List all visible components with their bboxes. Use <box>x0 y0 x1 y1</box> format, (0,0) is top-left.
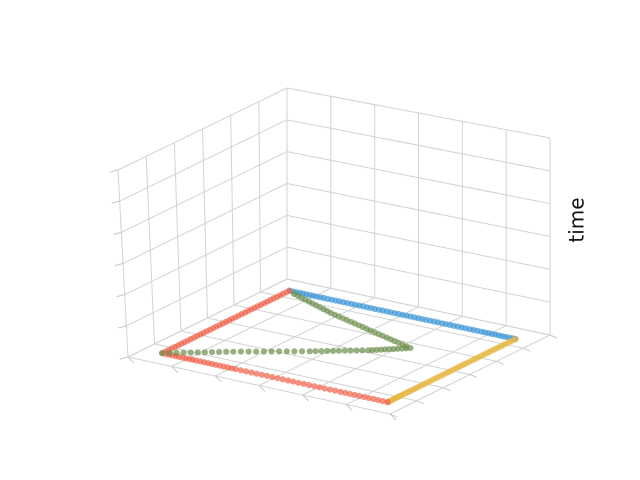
data-point <box>316 384 323 391</box>
left-wall-gridline <box>117 87 288 171</box>
y-axis-tick <box>549 334 558 339</box>
x-axis-tick <box>171 366 179 373</box>
data-point <box>356 392 363 400</box>
z-axis-tick <box>118 325 127 329</box>
data-point <box>353 347 360 354</box>
x-axis-tick <box>302 394 310 402</box>
axes-grid <box>117 87 551 415</box>
data-point <box>291 290 298 298</box>
x-axis-tick <box>127 356 135 364</box>
floor-gridline <box>346 325 507 405</box>
data-point <box>312 348 319 355</box>
z-axis-tick <box>111 200 120 204</box>
data-point <box>276 348 283 355</box>
data-point <box>330 347 337 354</box>
data-point <box>260 348 267 355</box>
data-point <box>335 347 342 354</box>
z-axis-tick <box>113 231 122 235</box>
z-axis-label: time <box>565 197 589 242</box>
data-point <box>237 348 244 355</box>
data-point <box>243 368 250 375</box>
data-point <box>365 394 372 402</box>
data-point <box>187 349 194 356</box>
data-point <box>384 399 391 406</box>
data-point <box>286 287 293 294</box>
data-point <box>318 348 325 355</box>
z-axis-tick <box>109 169 119 173</box>
floor-gridline <box>207 317 471 375</box>
data-point <box>173 349 180 356</box>
data-point <box>268 348 275 355</box>
data-point <box>253 348 260 355</box>
data-points <box>159 287 519 406</box>
data-point <box>346 390 353 397</box>
data-point <box>269 374 276 381</box>
left-wall-gridline <box>119 119 288 202</box>
z-axis-tick <box>119 356 129 360</box>
floor-gridline <box>302 315 463 396</box>
data-point <box>370 395 377 403</box>
data-point <box>332 387 339 394</box>
data-point <box>291 348 298 355</box>
data-point <box>341 347 348 354</box>
y-axis-tick <box>416 400 424 405</box>
data-point <box>253 370 260 377</box>
data-point <box>290 378 297 385</box>
y-axis-tick <box>469 374 478 378</box>
data-point <box>347 347 354 354</box>
data-point <box>223 348 230 355</box>
data-point <box>166 349 173 357</box>
y-axis-tick <box>443 387 451 392</box>
data-point <box>300 380 307 387</box>
data-point <box>379 398 386 405</box>
data-point <box>274 375 281 382</box>
data-point <box>361 393 368 401</box>
x-axis-tick <box>214 375 222 383</box>
data-point <box>159 350 166 357</box>
data-point <box>337 388 344 395</box>
data-point <box>306 348 313 355</box>
data-point <box>201 349 208 356</box>
data-point <box>194 349 201 356</box>
data-point <box>245 348 252 355</box>
data-point <box>298 348 306 355</box>
x-axis-tick <box>345 404 353 411</box>
data-point <box>295 379 302 386</box>
right-wall-gridline <box>286 119 551 172</box>
data-point <box>375 397 382 404</box>
data-point <box>311 383 318 390</box>
data-point <box>258 371 265 378</box>
z-axis-tick <box>116 294 125 298</box>
data-point <box>264 372 271 379</box>
data-point <box>359 347 366 354</box>
data-point <box>248 369 255 376</box>
data-point <box>283 348 290 355</box>
y-axis-tick <box>523 347 531 352</box>
data-point <box>342 389 349 396</box>
data-point <box>216 348 223 356</box>
y-axis-tick <box>496 360 504 365</box>
data-point <box>208 349 216 356</box>
data-point <box>279 376 286 383</box>
data-point <box>237 367 244 374</box>
data-point <box>230 348 237 355</box>
data-point <box>326 386 334 393</box>
data-point <box>180 349 187 356</box>
data-point <box>351 391 358 398</box>
right-wall-gridline <box>286 87 551 139</box>
x-axis-tick <box>258 385 266 392</box>
data-point <box>324 347 331 355</box>
data-point <box>305 381 313 389</box>
data-point <box>321 385 328 392</box>
data-point <box>285 377 292 384</box>
z-axis-tick <box>114 263 124 266</box>
left-wall-gridline <box>230 115 235 306</box>
x-axis-tick <box>389 413 397 421</box>
axis-ticks <box>109 169 558 421</box>
